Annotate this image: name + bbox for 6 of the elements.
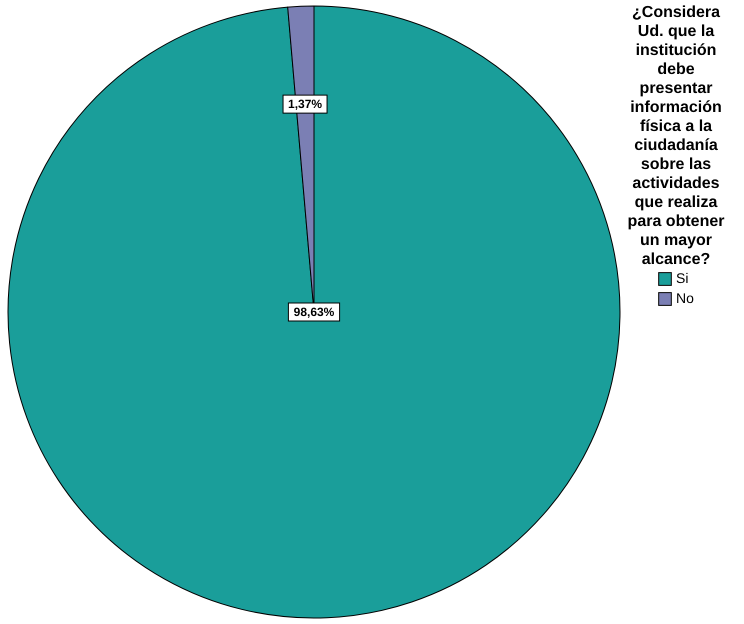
legend-label: Si: [676, 270, 688, 286]
legend-label: No: [676, 290, 694, 306]
data-label: 98,63%: [294, 305, 335, 319]
pie-slice: [8, 6, 620, 618]
text: ¿Considera Ud. que la institución debe presentar información física a la ciudadanía sobre las actividades que realiza para obtener un mayor alcance?: [628, 4, 724, 268]
data-label: 1,37%: [288, 97, 322, 112]
